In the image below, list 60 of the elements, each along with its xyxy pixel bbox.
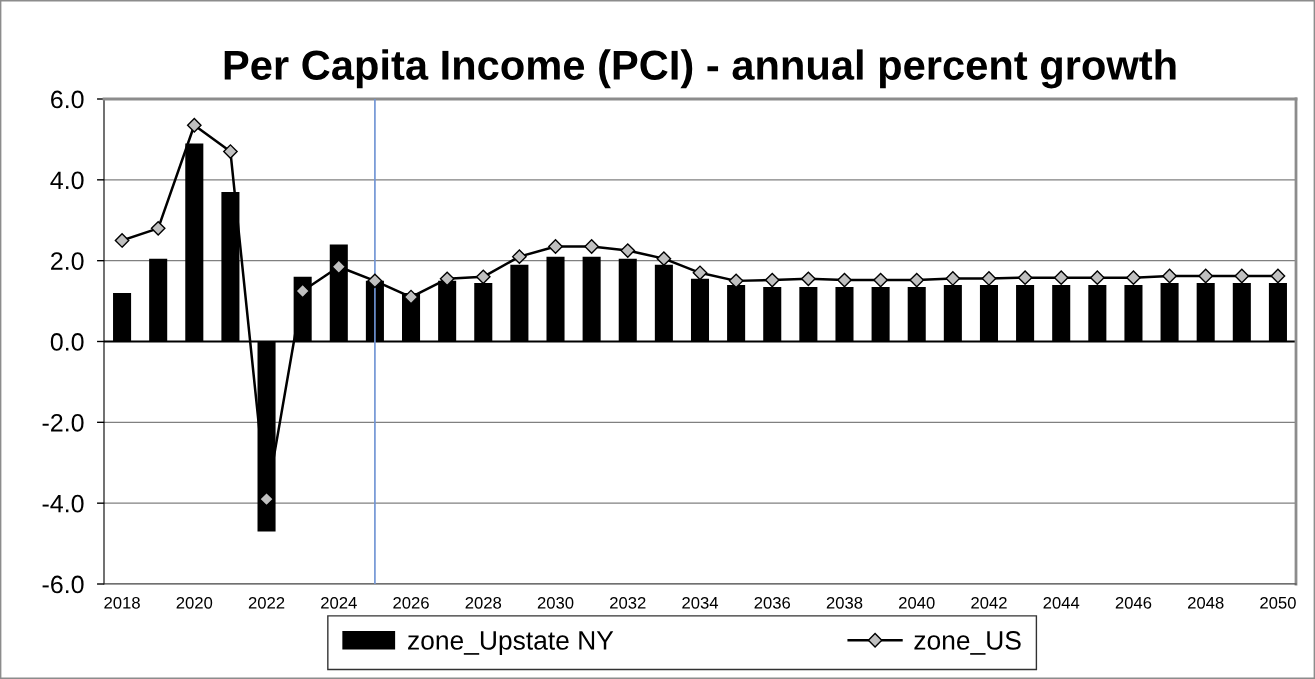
point [367, 273, 383, 289]
x-tick-label: 2040 [899, 596, 935, 609]
point [1270, 268, 1286, 284]
point [800, 271, 816, 287]
x-tick-label: 2036 [754, 596, 791, 609]
x-tick-label: 2018 [104, 596, 140, 609]
point [512, 249, 527, 264]
x-tick-label: 2032 [610, 596, 646, 609]
x-tick-label: 2024 [321, 596, 357, 609]
point [259, 491, 274, 507]
point [981, 271, 997, 286]
point [909, 272, 925, 288]
point [114, 233, 130, 248]
point [403, 289, 419, 305]
x-tick-label: 2030 [537, 596, 574, 609]
point [223, 144, 238, 159]
x-tick-label: 2028 [465, 596, 502, 609]
legend-label: zone_US [914, 631, 1021, 655]
point [439, 271, 455, 287]
chart-title: Per Capita Income (PCI) - annual percent growth [224, 49, 1176, 89]
point [1198, 268, 1214, 284]
point [1053, 270, 1069, 286]
y-tick-label: -4.0 [42, 494, 84, 513]
point [837, 272, 852, 288]
x-tick-label: 2050 [1260, 596, 1296, 609]
x-tick-label: 2026 [393, 596, 429, 609]
point [295, 283, 311, 299]
point [331, 259, 347, 275]
y-tick-label: 6.0 [51, 90, 84, 109]
x-tick-label: 2038 [826, 596, 863, 609]
y-tick-label: 4.0 [50, 171, 84, 190]
point [656, 251, 672, 267]
point [873, 272, 888, 288]
x-tick-label: 2022 [248, 596, 285, 609]
y-tick-label: 0.0 [50, 333, 84, 351]
point [764, 272, 780, 288]
point [1234, 268, 1250, 284]
x-tick-label: 2034 [682, 596, 719, 609]
legend-label: zone_Upstate NY [408, 631, 614, 655]
y-tick-label: 2.0 [51, 252, 84, 270]
x-tick-label: 2046 [1115, 596, 1152, 609]
point [1017, 270, 1033, 286]
point [1162, 268, 1177, 284]
y-tick-label: -6.0 [42, 575, 84, 594]
point [548, 239, 563, 254]
x-tick-label: 2044 [1043, 596, 1080, 609]
point [150, 220, 166, 236]
x-tick-label: 2042 [971, 596, 1007, 609]
y-tick-label: -2.0 [42, 413, 84, 432]
x-tick-label: 2048 [1188, 596, 1224, 609]
point [620, 243, 636, 258]
point [584, 239, 600, 254]
point [475, 269, 491, 285]
point [728, 273, 744, 289]
point [1089, 270, 1105, 286]
point [692, 265, 708, 281]
point [945, 271, 961, 286]
point [1126, 270, 1141, 286]
x-tick-label: 2020 [176, 596, 213, 609]
point [186, 117, 202, 133]
